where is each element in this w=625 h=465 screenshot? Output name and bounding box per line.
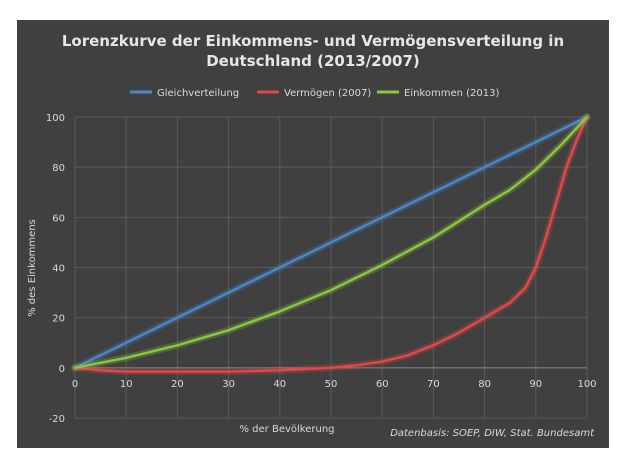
chart-title-line2: Deutschland (2013/2007) — [206, 52, 420, 70]
x-tick-label: 60 — [376, 379, 389, 390]
y-tick-label: 0 — [59, 364, 65, 375]
x-axis-label: % der Bevölkerung — [239, 424, 334, 435]
legend-label: Gleichverteilung — [157, 88, 239, 99]
series-line-0 — [73, 115, 589, 370]
legend-label: Vermögen (2007) — [284, 88, 371, 99]
y-tick-label: 60 — [52, 213, 65, 224]
x-tick-label: 100 — [577, 379, 596, 390]
series-line-2 — [73, 115, 589, 370]
series-lines — [71, 113, 591, 376]
x-tick-label: 0 — [72, 379, 78, 390]
y-tick-label: -20 — [49, 414, 65, 425]
x-tick-label: 10 — [120, 379, 133, 390]
series-line-1 — [73, 115, 589, 373]
x-tick-label: 90 — [529, 379, 542, 390]
y-tick-label: 20 — [52, 314, 65, 325]
y-tick-label: 40 — [52, 264, 65, 275]
y-tick-label: 80 — [52, 163, 65, 174]
source-note: Datenbasis: SOEP, DIW, Stat. Bundesamt — [390, 428, 595, 439]
x-tick-label: 80 — [478, 379, 491, 390]
chart-title-line1: Lorenzkurve der Einkommens- und Vermögen… — [62, 32, 564, 50]
x-tick-label: 50 — [325, 379, 338, 390]
legend: Gleichverteilung Vermögen (2007) Einkommen… — [130, 88, 499, 99]
x-tick-label: 70 — [427, 379, 440, 390]
x-tick-label: 40 — [273, 379, 286, 390]
y-axis-label: % des Einkommens — [27, 219, 38, 317]
lorenz-chart: Lorenzkurve der Einkommens- und Vermögen… — [27, 32, 597, 439]
legend-label: Einkommen (2013) — [404, 88, 499, 99]
y-tick-label: 100 — [46, 113, 65, 124]
axis-ticks: 0 10 20 30 40 50 60 70 80 90 100 -20 0 20 40 60 80 100 — [46, 113, 597, 425]
x-tick-label: 30 — [222, 379, 235, 390]
x-tick-label: 20 — [171, 379, 184, 390]
chart-frame: Lorenzkurve der Einkommens- und Vermögen… — [17, 20, 609, 448]
